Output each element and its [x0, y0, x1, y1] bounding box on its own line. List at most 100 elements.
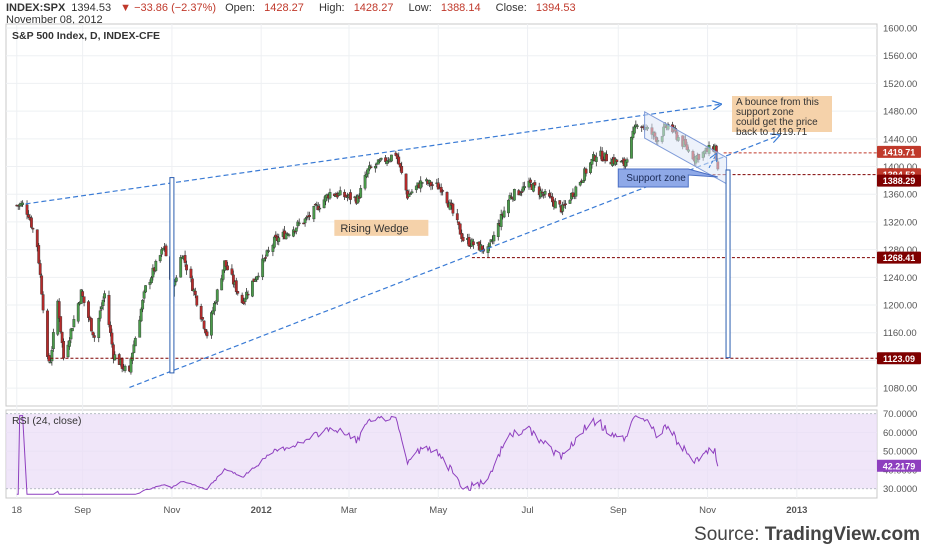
candle [445, 191, 449, 204]
chart-header: INDEX:SPX 1394.53 ▼ −33.86 (−2.37%) Open:… [6, 2, 588, 26]
price-tick-label: 1160.00 [883, 328, 917, 339]
candle [265, 250, 269, 257]
candle [400, 166, 404, 173]
level-price-tag [877, 251, 921, 264]
candle [37, 245, 41, 264]
price-tick-label: 1520.00 [883, 79, 917, 90]
open-label: Open: [225, 2, 256, 14]
candle [130, 352, 134, 361]
candle [81, 291, 85, 297]
x-tick-label: 2013 [786, 505, 807, 516]
candle [605, 153, 608, 162]
candle [590, 158, 594, 165]
last-price: 1394.53 [71, 2, 112, 14]
candle [520, 191, 524, 193]
candle [220, 278, 224, 291]
candle [602, 159, 606, 162]
candle [441, 190, 445, 192]
candle [363, 175, 367, 189]
support-zone-callout [617, 168, 718, 188]
candle [338, 190, 342, 196]
candle [369, 166, 373, 168]
rsi-tick-label: 70.0000 [883, 409, 917, 420]
candle [150, 277, 153, 284]
candle [50, 350, 54, 362]
x-tick-label: Nov [699, 505, 716, 516]
candle [366, 168, 370, 175]
candle [185, 264, 188, 271]
candle [251, 280, 254, 297]
candle [110, 332, 114, 345]
x-tick-label: Mar [341, 505, 357, 516]
candle [365, 173, 368, 177]
price-tick-label: 1360.00 [883, 190, 917, 201]
candle [60, 331, 64, 344]
source-prefix: Source: [694, 524, 765, 545]
candle [214, 302, 218, 304]
candle [461, 236, 465, 241]
candle [315, 204, 319, 207]
price-tick-label: 1080.00 [883, 384, 917, 395]
candle [630, 136, 633, 159]
candle [90, 318, 93, 332]
rising-wedge-label: Rising Wedge [340, 223, 408, 235]
candle [199, 306, 203, 320]
candle [543, 191, 547, 195]
candle [66, 344, 70, 358]
rsi-tick-label: 30.0000 [883, 484, 917, 495]
candle [193, 290, 197, 295]
target-projection-bar [725, 169, 731, 359]
candle [451, 203, 455, 214]
candle [221, 269, 225, 280]
candle [568, 200, 572, 204]
candle [191, 278, 194, 291]
candle [297, 222, 301, 225]
candle [202, 320, 206, 329]
candle [41, 294, 45, 311]
candle [410, 191, 414, 194]
candle [564, 203, 567, 205]
level-price-label: 1388.29 [883, 176, 916, 186]
candle [132, 344, 136, 353]
price-tick-label: 1240.00 [883, 273, 917, 284]
candle [25, 204, 29, 215]
candle [231, 274, 235, 285]
rsi-line [16, 415, 719, 495]
candle [407, 193, 411, 197]
candle [641, 126, 645, 128]
candle [142, 291, 146, 299]
price-tick-label: 1600.00 [883, 24, 917, 35]
date-label: November 08, 2012 [6, 14, 103, 26]
candle [51, 332, 55, 350]
candle [72, 319, 76, 328]
rsi-last-tag [877, 459, 921, 472]
candle [615, 159, 619, 163]
candle [144, 285, 147, 293]
change-value: ▼ −33.86 (−2.37%) [120, 2, 217, 14]
candle [458, 223, 462, 235]
candle [201, 317, 205, 320]
candle [467, 237, 471, 247]
candle [542, 194, 546, 196]
candle [212, 303, 216, 312]
x-tick-label: May [429, 505, 447, 516]
x-tick-label: Jul [521, 505, 533, 516]
candle [419, 180, 423, 189]
candle [113, 354, 117, 361]
candle [234, 280, 238, 293]
level-price-label: 1123.09 [883, 354, 915, 364]
candle [625, 159, 629, 163]
candle [256, 275, 260, 278]
candle [49, 361, 52, 364]
candle [154, 260, 158, 271]
candle [488, 242, 491, 247]
source-credit: Source: TradingView.com [694, 524, 920, 546]
price-tick-label: 1200.00 [883, 301, 917, 312]
rsi-title: RSI (24, close) [12, 415, 81, 427]
candle [91, 331, 95, 336]
candle [92, 335, 96, 338]
rising-wedge-label-bg [334, 219, 429, 236]
candle [174, 277, 178, 282]
price-pane [5, 23, 878, 407]
